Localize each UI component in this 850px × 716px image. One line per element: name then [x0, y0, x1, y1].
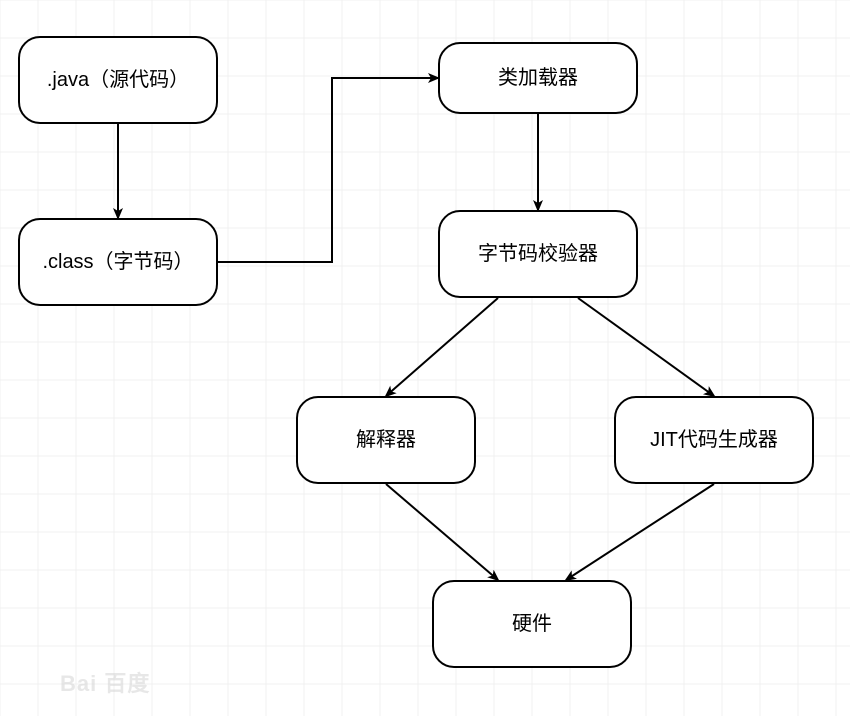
node-loader: 类加载器 — [438, 42, 638, 114]
node-java_src: .java（源代码） — [18, 36, 218, 124]
node-label: .java（源代码） — [47, 67, 189, 93]
node-jit: JIT代码生成器 — [614, 396, 814, 484]
edge-verifier-to-interp — [386, 298, 498, 396]
node-label: 解释器 — [356, 427, 416, 453]
node-label: 类加载器 — [498, 65, 578, 91]
node-label: 字节码校验器 — [478, 241, 598, 267]
node-class_byte: .class（字节码） — [18, 218, 218, 306]
edge-class_byte-to-loader — [218, 78, 438, 262]
edge-interp-to-hardware — [386, 484, 498, 580]
node-verifier: 字节码校验器 — [438, 210, 638, 298]
node-interp: 解释器 — [296, 396, 476, 484]
node-label: .class（字节码） — [42, 249, 193, 275]
node-hardware: 硬件 — [432, 580, 632, 668]
watermark-text: Bai 百度 — [60, 666, 150, 698]
node-label: JIT代码生成器 — [650, 427, 778, 453]
edge-jit-to-hardware — [566, 484, 714, 580]
edge-verifier-to-jit — [578, 298, 714, 396]
flowchart-canvas: Bai 百度 .java（源代码） .class（字节码） 类加载器字节码校验器解释… — [0, 0, 850, 716]
node-label: 硬件 — [512, 611, 552, 637]
